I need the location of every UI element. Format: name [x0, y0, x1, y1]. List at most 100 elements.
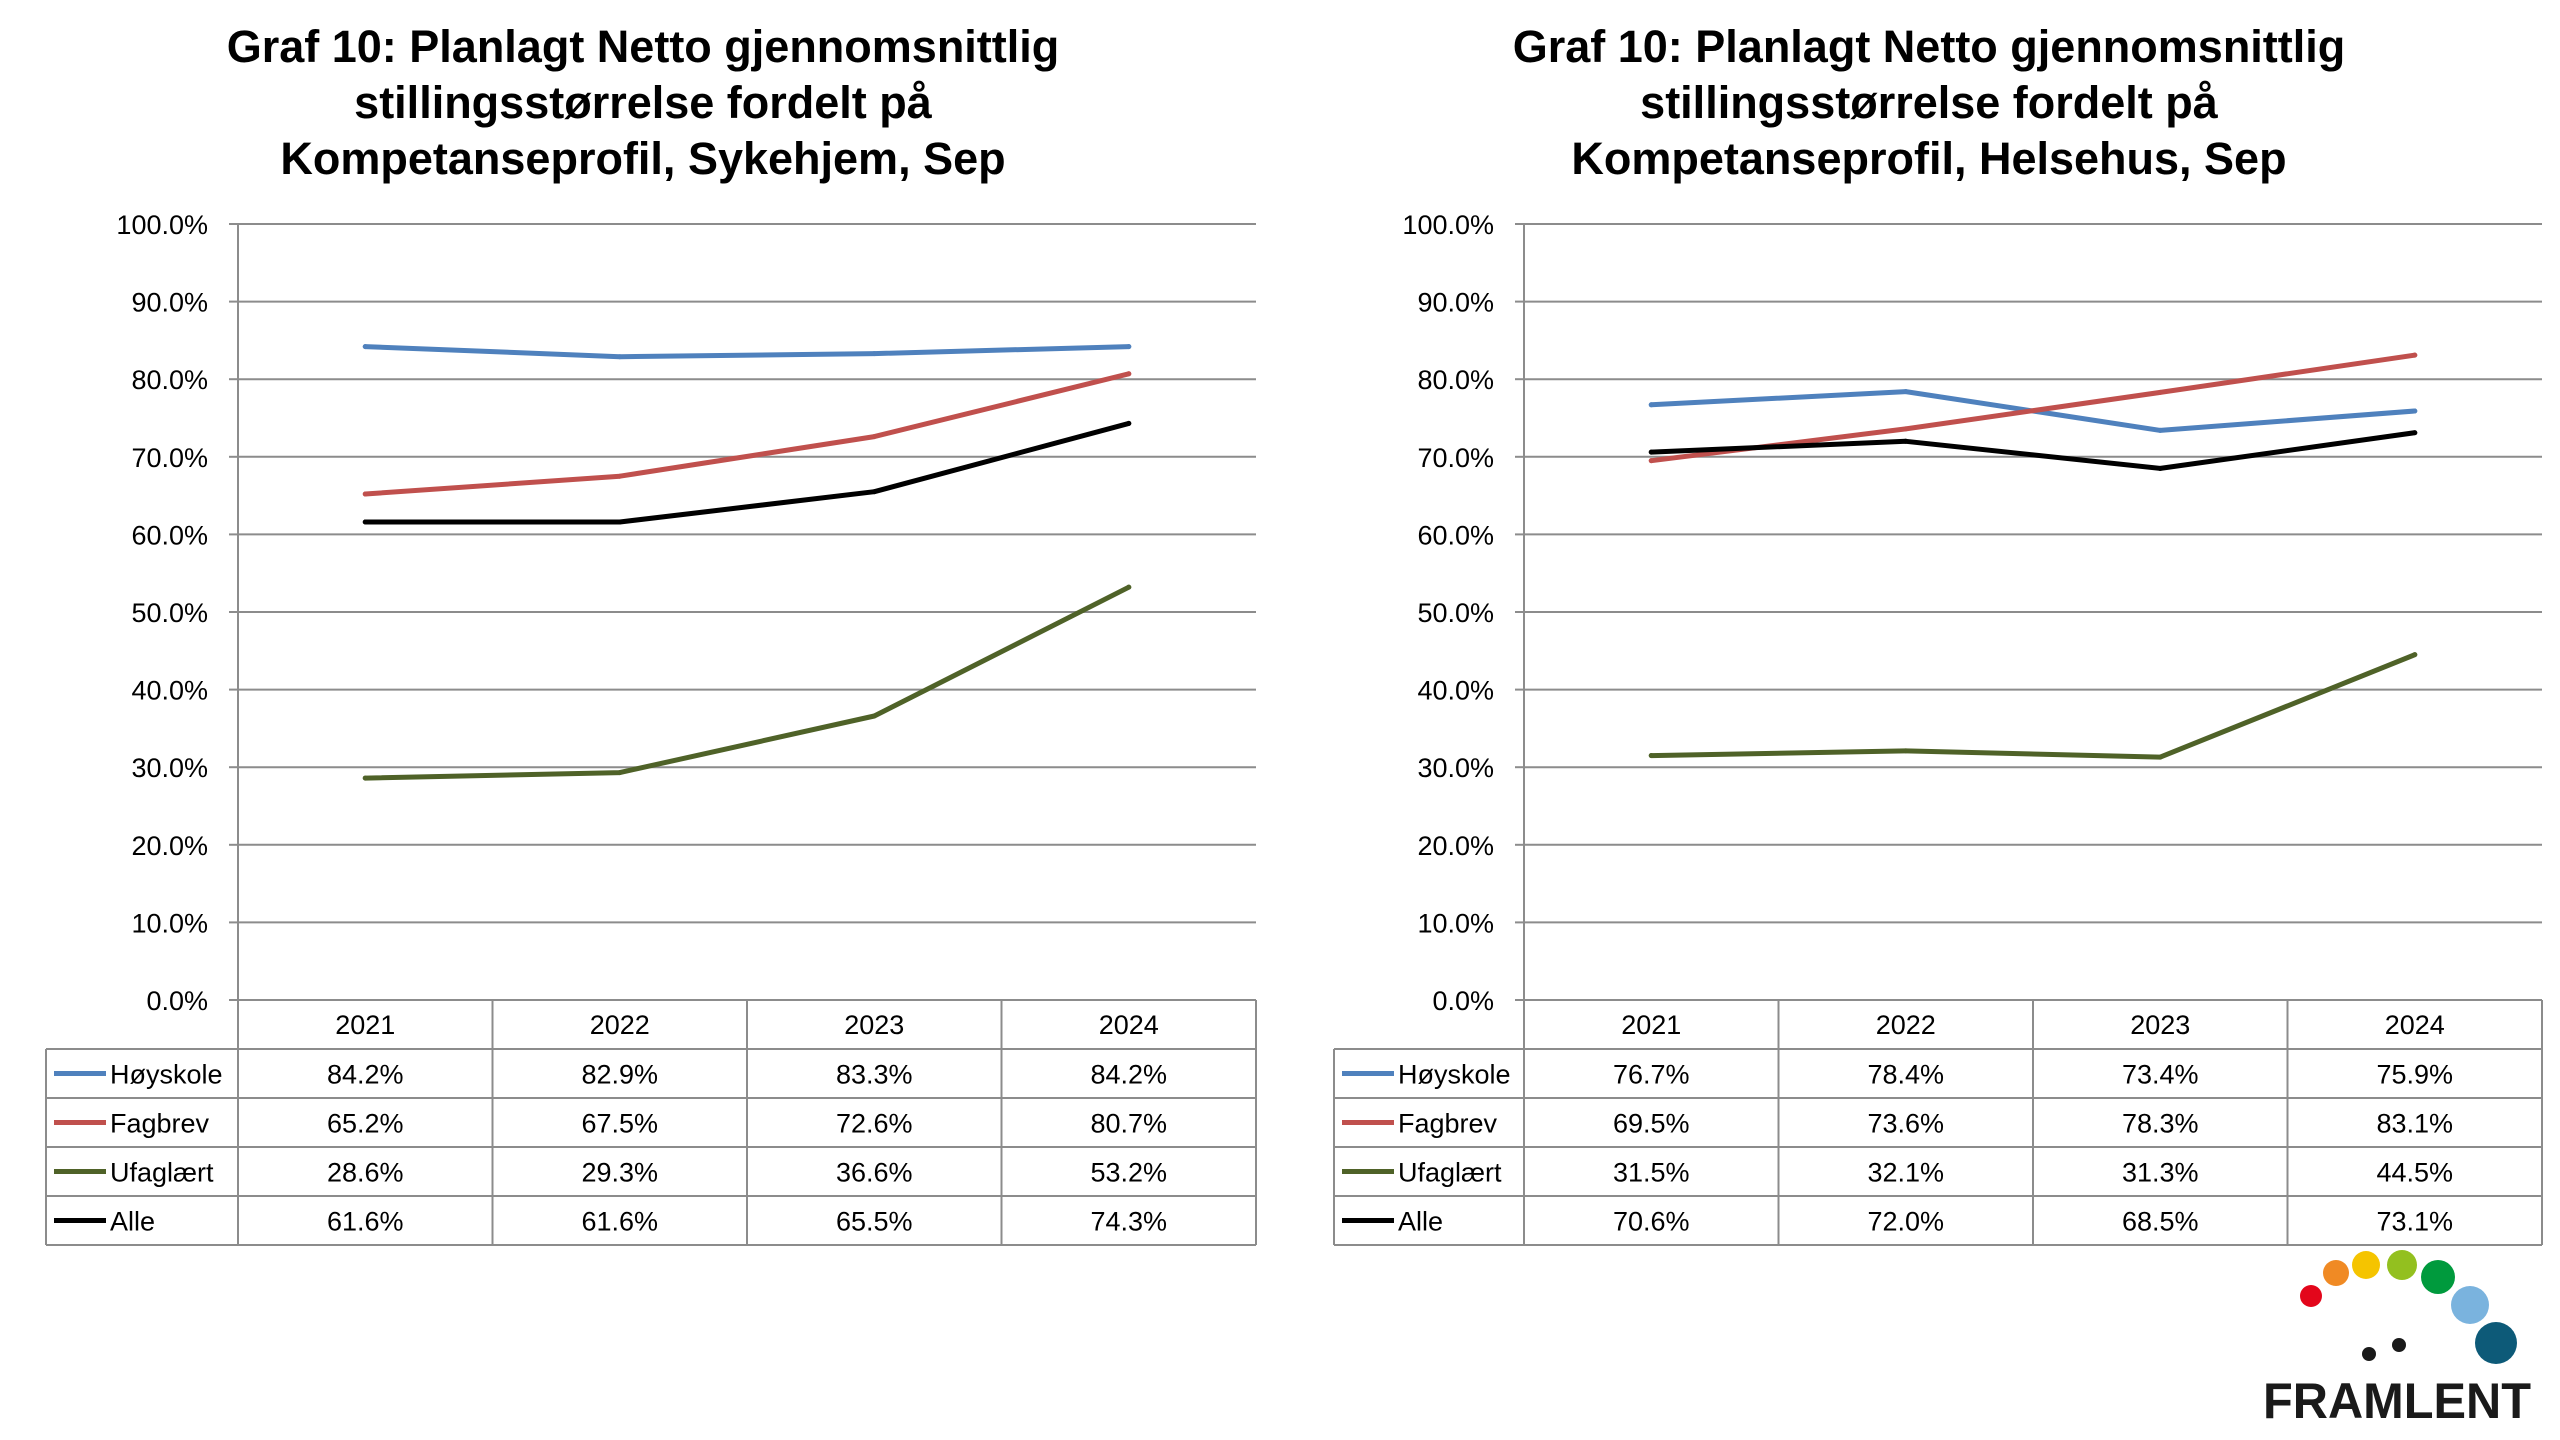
x-category-label: 2024: [2385, 1010, 2445, 1040]
logo-dot: [2451, 1286, 2489, 1324]
x-category-label: 2024: [1099, 1010, 1159, 1040]
y-tick-label: 0.0%: [1432, 986, 1494, 1016]
chart-title-line: stillingsstørrelse fordelt på: [354, 77, 933, 128]
data-value-cell: 78.3%: [2122, 1109, 2199, 1139]
data-value-cell: 69.5%: [1613, 1109, 1690, 1139]
data-value-cell: 82.9%: [581, 1060, 658, 1090]
data-value-cell: 31.3%: [2122, 1158, 2199, 1188]
y-tick-label: 60.0%: [1417, 520, 1494, 550]
y-tick-label: 100.0%: [116, 210, 208, 240]
data-value-cell: 36.6%: [836, 1158, 913, 1188]
data-value-cell: 75.9%: [2376, 1060, 2453, 1090]
series-point: [1126, 420, 1132, 426]
series-line: [362, 584, 1132, 781]
data-value-cell: 53.2%: [1090, 1158, 1167, 1188]
series-line: [1648, 652, 2418, 760]
chart-sykehjem: Graf 10: Planlagt Netto gjennomsnittligs…: [45, 21, 1257, 1246]
y-tick-label: 50.0%: [131, 598, 208, 628]
y-tick-label: 70.0%: [131, 443, 208, 473]
series-line: [362, 344, 1132, 360]
data-value-cell: 72.6%: [836, 1109, 913, 1139]
legend-label: Høyskole: [110, 1060, 223, 1090]
y-tick-label: 0.0%: [146, 986, 208, 1016]
y-tick-label: 80.0%: [131, 365, 208, 395]
data-value-cell: 61.6%: [581, 1207, 658, 1237]
series-point: [617, 770, 623, 776]
y-tick-label: 90.0%: [131, 288, 208, 318]
data-value-cell: 84.2%: [1090, 1060, 1167, 1090]
series-point: [1648, 753, 1654, 759]
y-tick-label: 10.0%: [131, 908, 208, 938]
series-point: [1126, 371, 1132, 377]
data-value-cell: 78.4%: [1867, 1060, 1944, 1090]
x-category-label: 2022: [590, 1010, 650, 1040]
series-point: [871, 434, 877, 440]
series-point: [362, 775, 368, 781]
series-point: [1903, 438, 1909, 444]
legend-label: Fagbrev: [110, 1109, 210, 1139]
data-value-cell: 84.2%: [327, 1060, 404, 1090]
series-point: [871, 713, 877, 719]
series-point: [2157, 389, 2163, 395]
series-point: [2157, 465, 2163, 471]
logo-wordmark: FRAMLENT: [2263, 1373, 2531, 1429]
logo-dot: [2352, 1251, 2380, 1279]
legend-label: Høyskole: [1398, 1060, 1511, 1090]
y-tick-label: 20.0%: [131, 831, 208, 861]
data-value-cell: 83.3%: [836, 1060, 913, 1090]
data-value-cell: 83.1%: [2376, 1109, 2453, 1139]
y-tick-label: 20.0%: [1417, 831, 1494, 861]
data-value-cell: 74.3%: [1090, 1207, 1167, 1237]
series-point: [2412, 652, 2418, 658]
series-point: [362, 519, 368, 525]
x-category-label: 2023: [844, 1010, 904, 1040]
data-value-cell: 76.7%: [1613, 1060, 1690, 1090]
legend-label: Alle: [1398, 1207, 1443, 1237]
data-value-cell: 44.5%: [2376, 1158, 2453, 1188]
series-point: [1648, 449, 1654, 455]
series-line: [362, 420, 1132, 525]
data-value-cell: 65.2%: [327, 1109, 404, 1139]
y-tick-label: 70.0%: [1417, 443, 1494, 473]
chart-title-line: stillingsstørrelse fordelt på: [1640, 77, 2219, 128]
y-tick-label: 100.0%: [1402, 210, 1494, 240]
series-line: [362, 371, 1132, 497]
y-tick-label: 30.0%: [131, 753, 208, 783]
y-tick-label: 40.0%: [131, 676, 208, 706]
data-value-cell: 28.6%: [327, 1158, 404, 1188]
data-value-cell: 67.5%: [581, 1109, 658, 1139]
series-point: [617, 473, 623, 479]
series-point: [871, 351, 877, 357]
y-tick-label: 10.0%: [1417, 908, 1494, 938]
data-value-cell: 73.6%: [1867, 1109, 1944, 1139]
series-point: [1903, 748, 1909, 754]
series-point: [1648, 458, 1654, 464]
logo-dot: [2323, 1260, 2349, 1286]
series-point: [2412, 352, 2418, 358]
series-line: [1648, 430, 2418, 471]
chart-title-line: Graf 10: Planlagt Netto gjennomsnittlig: [227, 21, 1060, 72]
data-value-cell: 80.7%: [1090, 1109, 1167, 1139]
series-point: [1126, 344, 1132, 350]
data-value-cell: 72.0%: [1867, 1207, 1944, 1237]
framlent-logo: FRAMLENT: [2263, 1250, 2531, 1429]
x-category-label: 2022: [1876, 1010, 1936, 1040]
data-value-cell: 29.3%: [581, 1158, 658, 1188]
series-point: [1126, 584, 1132, 590]
data-value-cell: 70.6%: [1613, 1207, 1690, 1237]
series-point: [617, 519, 623, 525]
y-tick-label: 90.0%: [1417, 288, 1494, 318]
logo-dot: [2475, 1322, 2517, 1364]
series-point: [2157, 754, 2163, 760]
legend-label: Ufaglært: [1398, 1158, 1502, 1188]
data-value-cell: 73.1%: [2376, 1207, 2453, 1237]
logo-dot: [2421, 1260, 2455, 1294]
series-point: [617, 354, 623, 360]
data-value-cell: 68.5%: [2122, 1207, 2199, 1237]
chart-title-line: Kompetanseprofil, Sykehjem, Sep: [280, 133, 1005, 184]
series-point: [2412, 408, 2418, 414]
data-value-cell: 65.5%: [836, 1207, 913, 1237]
chart-helsehus: Graf 10: Planlagt Netto gjennomsnittligs…: [1333, 21, 2543, 1246]
x-category-label: 2021: [335, 1010, 395, 1040]
